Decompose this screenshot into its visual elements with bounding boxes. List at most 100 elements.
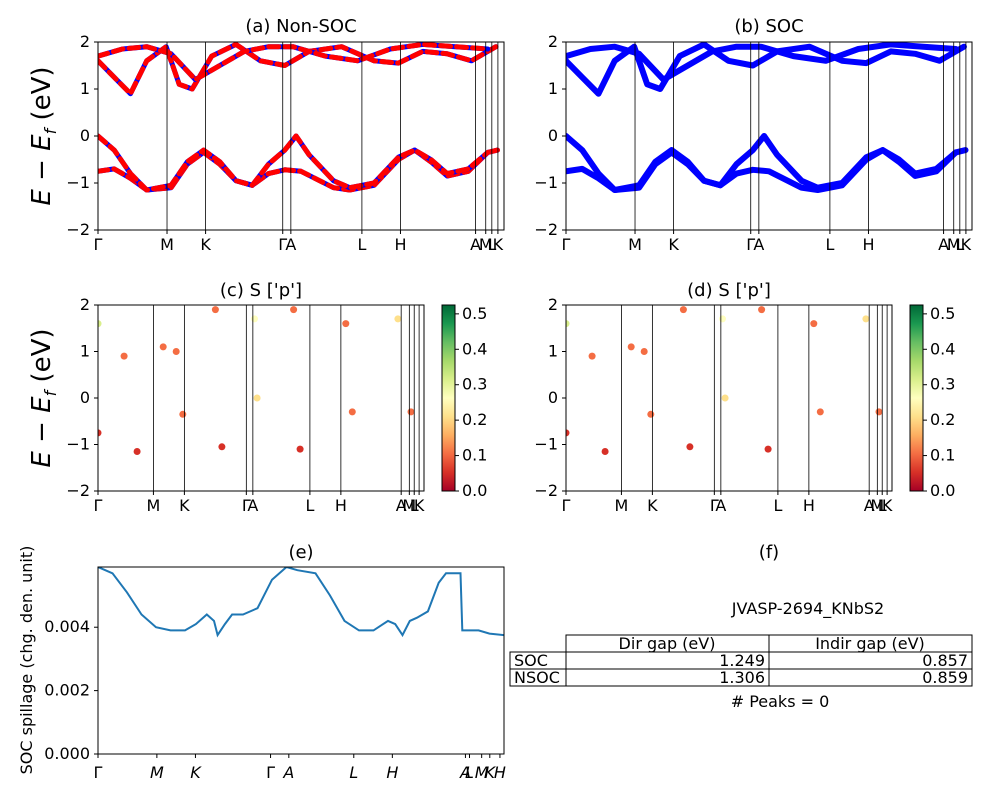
panel-e-xtick-label: A — [282, 763, 294, 782]
table-soc-indir: 0.857 — [922, 651, 968, 670]
table-nsoc-indir: 0.859 — [922, 668, 968, 687]
panel-d-xtick-label: Γ — [562, 496, 571, 515]
panel-c-xtick-label: A — [247, 496, 258, 515]
panel-d-point — [640, 348, 648, 355]
panel-f-title: (f) — [759, 542, 779, 563]
spillage-line — [98, 567, 504, 638]
panel-e-xtick-label: H — [386, 763, 398, 782]
gap-table: JVASP-2694_KNbS2 Dir gap (eV) Indir gap … — [509, 599, 973, 711]
ylabel-a-main: E − E — [27, 134, 57, 206]
panel-c-xtick-label: Γ — [242, 496, 251, 515]
colorbar-tick-label: 0.4 — [462, 339, 487, 358]
panel-d-ytick-label: 1 — [548, 342, 558, 361]
panel-d-xtick-label: L — [773, 496, 782, 515]
panel-c-ylabel: E − Ef (eV) — [27, 328, 60, 467]
panel-b-ytick-label: −1 — [534, 173, 558, 192]
panel-d-ytick-label: 2 — [548, 295, 558, 314]
panel-c-ytick-label: 2 — [80, 295, 90, 314]
colorbar-tick-label: 0.4 — [930, 339, 955, 358]
panel-a-ylabel: E − Ef (eV) — [27, 66, 60, 205]
panel-e-ytick-label: 0.002 — [44, 681, 90, 700]
panel-b-xtick-label: Γ — [562, 235, 571, 254]
panel-e-xtick-label: L — [349, 763, 358, 782]
panel-d-point — [686, 443, 694, 451]
panel-e-ytick-label: 0.004 — [44, 617, 90, 636]
panel-a-ytick-label: −2 — [66, 220, 90, 239]
panel-a-title: (a) Non-SOC — [245, 16, 356, 37]
panel-d-xtick-label: A — [715, 496, 726, 515]
panel-e-ylabel: SOC spillage (chg. den. unit) — [17, 546, 36, 775]
panel-a-xtick-label: Γ — [278, 235, 287, 254]
panel-c-point — [251, 315, 258, 323]
panel-c-point — [98, 429, 102, 437]
panel-a-xtick-label: L — [357, 235, 366, 254]
panel-a-xtick-label: M — [160, 235, 174, 254]
panel-c-ytick-label: −1 — [66, 435, 90, 454]
panel-b-xtick-label: Γ — [746, 235, 755, 254]
panel-d-points — [566, 306, 883, 455]
panel-c-point — [407, 408, 415, 416]
ylabel-a-sub: f — [41, 126, 60, 134]
panel-c-ytick-label: 0 — [80, 388, 90, 407]
panel-d-frame — [565, 304, 893, 492]
colorbar-tick-label: 0.1 — [462, 446, 487, 465]
ylabel-c-sub: f — [41, 388, 60, 396]
table-header-dir: Dir gap (eV) — [619, 634, 716, 653]
panel-a-ytick-label: −1 — [66, 173, 90, 192]
panel-e-ytick-label: 0.000 — [44, 744, 90, 763]
panel-b-ytick-label: 0 — [548, 126, 558, 145]
colorbar-tick-label: 0.0 — [930, 481, 955, 500]
panel-c-point — [133, 448, 141, 455]
panel-e-curve-group — [98, 567, 504, 638]
colorbar-tick-label: 0.5 — [462, 304, 487, 323]
panel-d-ytick-label: −1 — [534, 435, 558, 454]
panel-a-ytick-label: 1 — [80, 79, 90, 98]
panel-d-point — [758, 306, 766, 314]
panel-d-xtick-label: A — [864, 496, 875, 515]
panel-e-xtick-label: L — [465, 763, 474, 782]
panel-c-ytick-label: 1 — [80, 342, 90, 361]
panel-d-point — [566, 429, 570, 437]
panel-c-xtick-label: L — [410, 496, 419, 515]
panel-c-title: (c) S ['p'] — [220, 280, 302, 301]
panel-d-point — [647, 410, 655, 418]
ylabel-c-main: E − E — [27, 396, 57, 468]
panel-c-xtick-label: K — [414, 496, 425, 515]
panel-a-band-3 — [98, 133, 491, 193]
panel-a-ytick-label: 2 — [80, 32, 90, 51]
peaks-count: # Peaks = 0 — [731, 692, 830, 711]
panel-b-xtick-label: L — [955, 235, 964, 254]
panel-e-xtick-label: M — [475, 763, 489, 782]
panel-e-xtick-label: K — [190, 763, 202, 782]
panel-e-title: (e) — [288, 542, 313, 563]
panel-e-xtick-label: M — [150, 763, 164, 782]
colorbar-tick-label: 0.2 — [930, 410, 955, 429]
panel-b-xtick-label: H — [862, 235, 874, 254]
panel-c-point — [348, 408, 356, 416]
panel-a-band-0 — [98, 42, 499, 97]
colorbar-tick-label: 0.2 — [462, 410, 487, 429]
panel-b-band-2 — [566, 147, 969, 193]
panel-e-xtick-label: H — [494, 763, 506, 782]
panel-c-point — [120, 352, 128, 360]
material-id: JVASP-2694_KNbS2 — [731, 599, 884, 619]
panel-e-xtick-label: Γ — [94, 763, 103, 782]
panel-c-point — [218, 443, 226, 451]
panel-c-xtick-label: M — [402, 496, 416, 515]
colorbar-tick-label: 0.3 — [462, 375, 487, 394]
svg-text:E − Ef (eV): E − Ef (eV) — [27, 328, 60, 467]
panel-d-xtick-label: M — [615, 496, 629, 515]
panel-a-bands — [98, 42, 500, 193]
panel-b-xtick-label: A — [753, 235, 764, 254]
panel-c-xtick-label: Γ — [94, 496, 103, 515]
panel-a-xtick-label: K — [493, 235, 504, 254]
panel-b-ytick-label: −2 — [534, 220, 558, 239]
table-label-nsoc: NSOC — [514, 668, 560, 687]
panel-d-point — [566, 320, 570, 328]
table-header-indir: Indir gap (eV) — [815, 634, 925, 653]
